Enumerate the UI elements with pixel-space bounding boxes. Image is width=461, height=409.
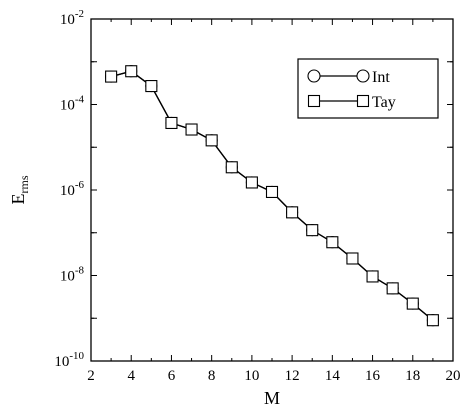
legend-label: Tay bbox=[372, 94, 396, 111]
data-point-square bbox=[426, 314, 439, 327]
data-point-square bbox=[225, 161, 238, 174]
data-point-square bbox=[105, 70, 118, 83]
data-point-square bbox=[386, 282, 399, 295]
data-point-square bbox=[205, 134, 218, 147]
y-tick-base: 10 bbox=[60, 12, 75, 28]
y-tick-base: 10 bbox=[60, 98, 75, 114]
y-tick-label: 10-8 bbox=[60, 265, 85, 285]
legend-marker-square bbox=[356, 94, 370, 108]
y-axis-title-sub: rms bbox=[17, 175, 31, 193]
legend: Int Tay bbox=[297, 58, 439, 119]
y-tick-exponent: -8 bbox=[75, 265, 85, 277]
data-point-square bbox=[125, 65, 138, 78]
data-point-square bbox=[366, 270, 379, 283]
y-tick-exponent: -2 bbox=[75, 8, 84, 20]
data-point-square bbox=[346, 252, 359, 265]
y-axis-title-main: E bbox=[8, 194, 28, 205]
legend-box bbox=[297, 58, 439, 119]
data-point-square bbox=[245, 176, 258, 189]
legend-entry-tay: Tay bbox=[307, 94, 396, 111]
legend-marker-circle bbox=[307, 69, 321, 83]
y-tick-base: 10 bbox=[60, 183, 75, 199]
x-tick-label: 14 bbox=[325, 368, 341, 384]
series-tay bbox=[105, 65, 439, 327]
data-point-square bbox=[406, 297, 419, 310]
legend-marker-circle bbox=[356, 69, 370, 83]
data-point-square bbox=[265, 185, 279, 199]
y-tick-exponent: -10 bbox=[69, 350, 84, 362]
x-tick-label: 6 bbox=[168, 368, 176, 384]
y-tick-label: 10-2 bbox=[60, 8, 84, 28]
x-tick-label: 10 bbox=[244, 368, 259, 384]
x-tick-label: 20 bbox=[446, 368, 461, 384]
y-tick-label: 10-6 bbox=[60, 179, 85, 199]
x-tick-label: 2 bbox=[87, 368, 95, 384]
data-point-square bbox=[326, 236, 339, 249]
y-tick-label: 10-4 bbox=[60, 94, 85, 114]
y-tick-exponent: -6 bbox=[75, 179, 85, 191]
x-axis-title: M bbox=[264, 388, 280, 408]
x-tick-label: 8 bbox=[208, 368, 216, 384]
legend-entry-int: Int bbox=[307, 69, 390, 86]
data-point-square bbox=[306, 224, 319, 237]
y-axis-title: Erms bbox=[8, 175, 31, 204]
series-layer bbox=[105, 65, 439, 327]
x-tick-label: 12 bbox=[285, 368, 300, 384]
x-tick-label: 4 bbox=[127, 368, 135, 384]
y-tick-base: 10 bbox=[54, 354, 69, 370]
y-tick-label: 10-10 bbox=[54, 350, 84, 370]
legend-label: Int bbox=[372, 69, 390, 86]
data-point-square bbox=[165, 116, 178, 130]
y-tick-base: 10 bbox=[60, 269, 75, 285]
data-point-square bbox=[185, 123, 198, 136]
data-point-square bbox=[145, 80, 158, 93]
x-tick-label: 16 bbox=[365, 368, 381, 384]
data-point-square bbox=[286, 206, 299, 219]
y-tick-exponent: -4 bbox=[75, 94, 85, 106]
legend-marker-square bbox=[307, 94, 321, 108]
x-tick-label: 18 bbox=[405, 368, 420, 384]
